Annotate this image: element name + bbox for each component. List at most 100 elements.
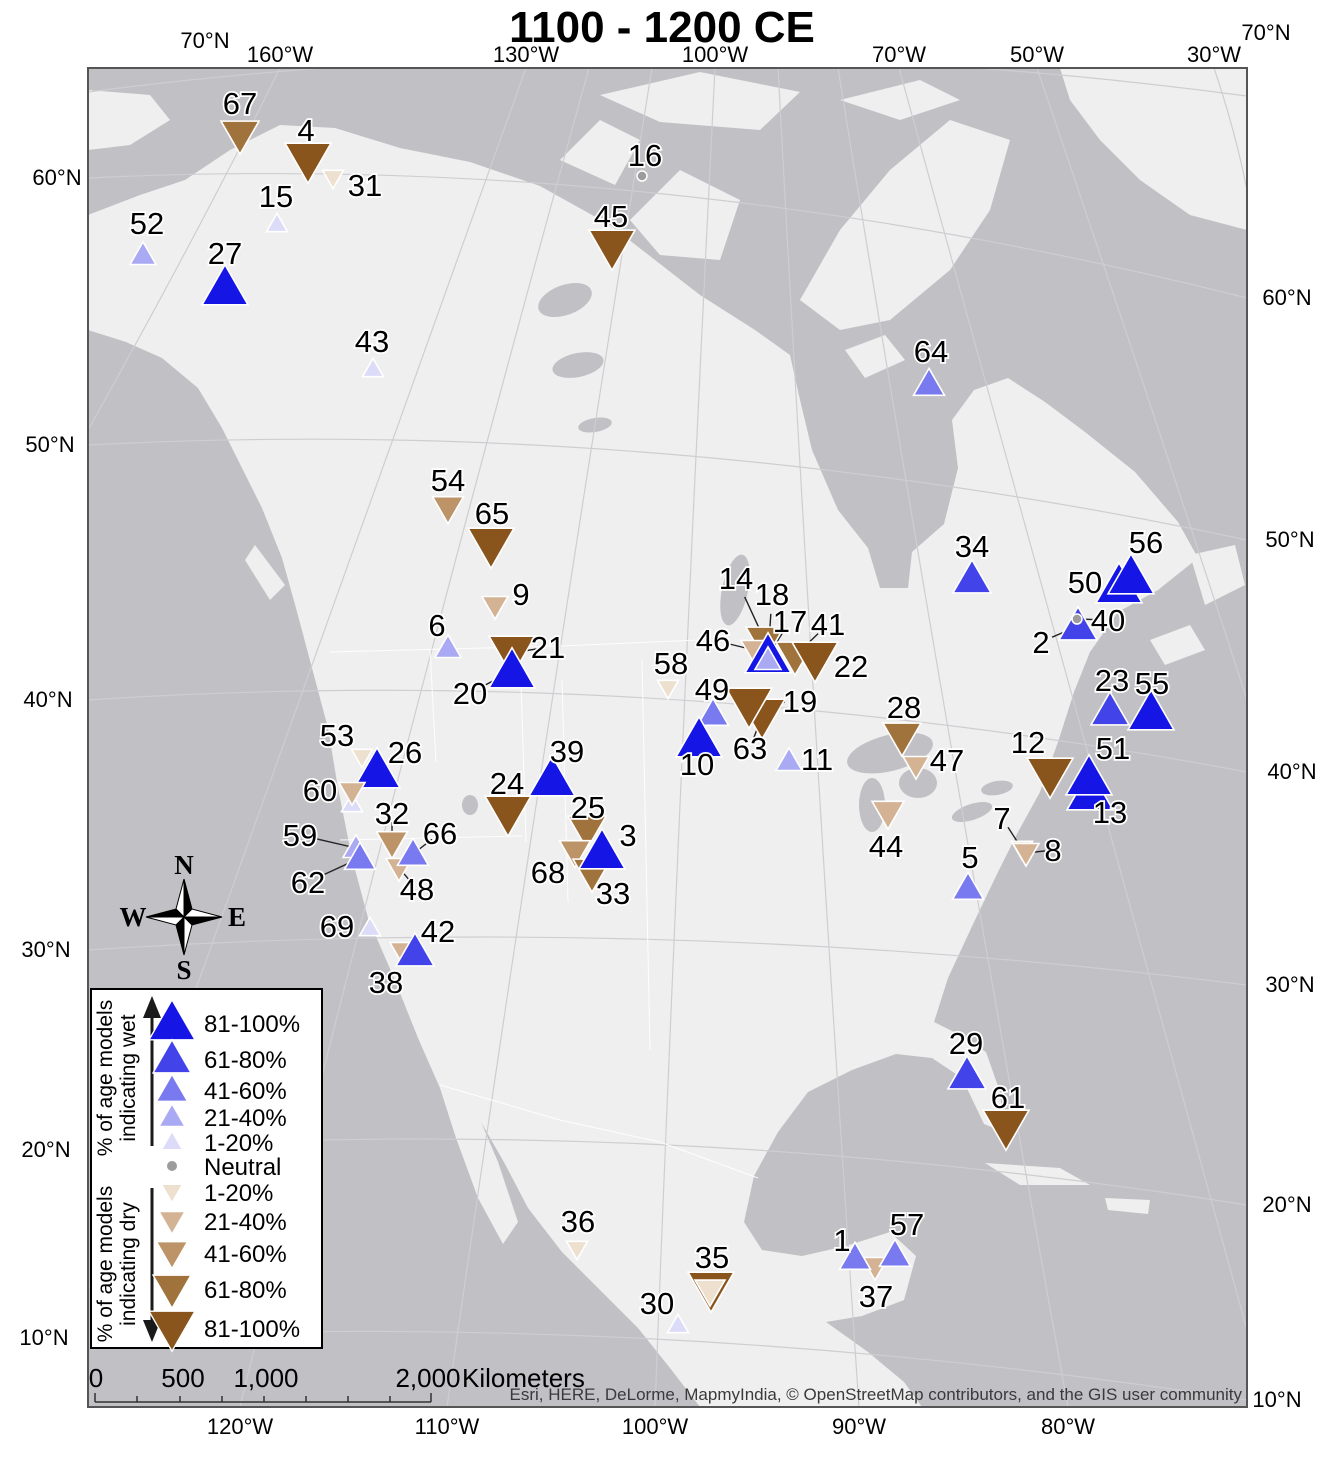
legend-swatch-down-1-20% xyxy=(160,1183,184,1205)
site-label-54: 54 xyxy=(431,463,465,498)
scale-bar: 0 500 1,000 2,000 Kilometers xyxy=(89,1363,585,1403)
site-marker-69 xyxy=(358,915,382,937)
site-label-38: 38 xyxy=(369,965,403,1000)
axis-label-bottom-80°W: 80°W xyxy=(1041,1414,1095,1439)
axis-label-left-30°N: 30°N xyxy=(21,937,70,962)
site-marker-43 xyxy=(361,356,385,378)
site-label-17: 17 xyxy=(773,604,807,639)
site-marker-40 xyxy=(1071,613,1083,625)
site-marker-60 xyxy=(337,781,367,807)
site-label-34: 34 xyxy=(955,529,989,564)
arrow-up-icon xyxy=(143,996,161,1018)
site-marker-51 xyxy=(1064,753,1114,796)
site-label-16: 16 xyxy=(628,138,662,173)
site-label-28: 28 xyxy=(887,690,921,725)
site-marker-24 xyxy=(483,795,533,838)
legend-swatch-down-81-100% xyxy=(147,1310,197,1353)
legend-swatch-down-21-40% xyxy=(157,1210,187,1236)
axis-label-left-10°N: 10°N xyxy=(19,1325,68,1350)
legend-label: Neutral xyxy=(204,1154,281,1181)
site-marker-64 xyxy=(912,366,946,397)
axis-label-bottom-110°W: 110°W xyxy=(415,1414,480,1439)
land-siberia-corner xyxy=(88,90,170,150)
site-marker-57 xyxy=(878,1237,912,1268)
site-marker-22 xyxy=(790,641,840,684)
island-southampton xyxy=(845,335,905,378)
legend-swatch-neutral xyxy=(167,1161,177,1171)
site-marker-44 xyxy=(870,800,906,831)
site-label-8: 8 xyxy=(1044,833,1061,868)
parallel-60n xyxy=(88,172,1247,299)
site-label-7: 7 xyxy=(993,801,1010,836)
site-marker-27 xyxy=(200,263,250,306)
island-greenland xyxy=(1060,68,1247,230)
map-content: 6743115522743164564546534505624096212058… xyxy=(88,68,1247,1407)
legend-box xyxy=(90,988,323,1349)
site-label-61: 61 xyxy=(991,1080,1025,1115)
legend-label: 61-80% xyxy=(204,1047,287,1074)
meridian-70w xyxy=(898,68,1247,1331)
site-label-18: 18 xyxy=(755,577,789,612)
island-ellesmere xyxy=(600,72,800,130)
axis-label-right-40°N: 40°N xyxy=(1267,759,1316,784)
map-frame xyxy=(87,67,1248,1408)
site-label-39: 39 xyxy=(550,734,584,769)
legend-label: 41-60% xyxy=(204,1241,287,1268)
site-marker-23 xyxy=(1089,690,1131,726)
legend-items: 81-100%61-80%41-60%21-40%1-20%Neutral1-2… xyxy=(147,998,300,1353)
legend-label: 61-80% xyxy=(204,1277,287,1304)
site-marker-9 xyxy=(480,595,510,621)
axis-label-right-30°N: 30°N xyxy=(1265,972,1314,997)
site-label-57: 57 xyxy=(890,1207,924,1242)
legend-dry-caption-1: % of age models xyxy=(94,1186,117,1342)
legend-swatch-up-41-60% xyxy=(155,1072,189,1103)
site-label-21: 21 xyxy=(531,630,565,665)
site-label-35: 35 xyxy=(695,1240,729,1275)
lake-huron xyxy=(899,768,937,798)
site-marker-18 xyxy=(753,645,783,671)
site-marker-26 xyxy=(352,746,402,789)
site-marker-3 xyxy=(577,827,627,870)
site-marker-47 xyxy=(901,755,931,781)
legend-swatch-up-21-40% xyxy=(157,1102,187,1128)
meridian-80w xyxy=(837,68,1069,1407)
site-label-2: 2 xyxy=(1032,625,1049,660)
site-label-68: 68 xyxy=(531,855,565,890)
lake-great-bear xyxy=(538,282,592,318)
site-marker-8 xyxy=(1011,842,1041,868)
meridian-30w xyxy=(1213,68,1247,191)
site-marker-36 xyxy=(565,1240,589,1262)
site-marker-6 xyxy=(433,633,463,659)
site-marker-56 xyxy=(1106,552,1156,595)
site-label-22: 22 xyxy=(834,649,868,684)
site-marker-12 xyxy=(1025,757,1075,800)
site-marker-19 xyxy=(724,687,774,730)
site-label-65: 65 xyxy=(475,496,509,531)
axis-label-top-130°W: 130°W xyxy=(493,42,560,67)
site-label-30: 30 xyxy=(640,1286,674,1321)
site-label-12: 12 xyxy=(1011,725,1045,760)
island-banks xyxy=(560,120,640,185)
site-marker-45 xyxy=(587,229,637,272)
site-label-43: 43 xyxy=(355,324,389,359)
site-label-41: 41 xyxy=(811,607,845,642)
site-label-40: 40 xyxy=(1091,603,1125,638)
site-marker-62 xyxy=(343,840,377,871)
site-marker-31 xyxy=(321,169,345,191)
island-newfoundland xyxy=(1190,545,1245,605)
legend-label: 21-40% xyxy=(204,1105,287,1132)
site-marker-39 xyxy=(527,754,577,797)
axis-label-right-10°N: 10°N xyxy=(1252,1387,1301,1412)
axis-label-bottom-100°W: 100°W xyxy=(622,1414,689,1439)
parallel-40n xyxy=(88,689,1247,773)
site-label-53: 53 xyxy=(320,718,354,753)
axis-label-top-70°N: 70°N xyxy=(180,28,229,53)
axis-label-right-50°N: 50°N xyxy=(1265,527,1314,552)
site-marker-65 xyxy=(466,527,516,570)
legend-label: 81-100% xyxy=(204,1011,300,1038)
site-marker-52 xyxy=(128,240,158,266)
site-label-49: 49 xyxy=(695,672,729,707)
scale-bar-value: 0 xyxy=(89,1363,103,1393)
site-label-20: 20 xyxy=(453,676,487,711)
site-marker-unlabeled xyxy=(693,1279,727,1308)
